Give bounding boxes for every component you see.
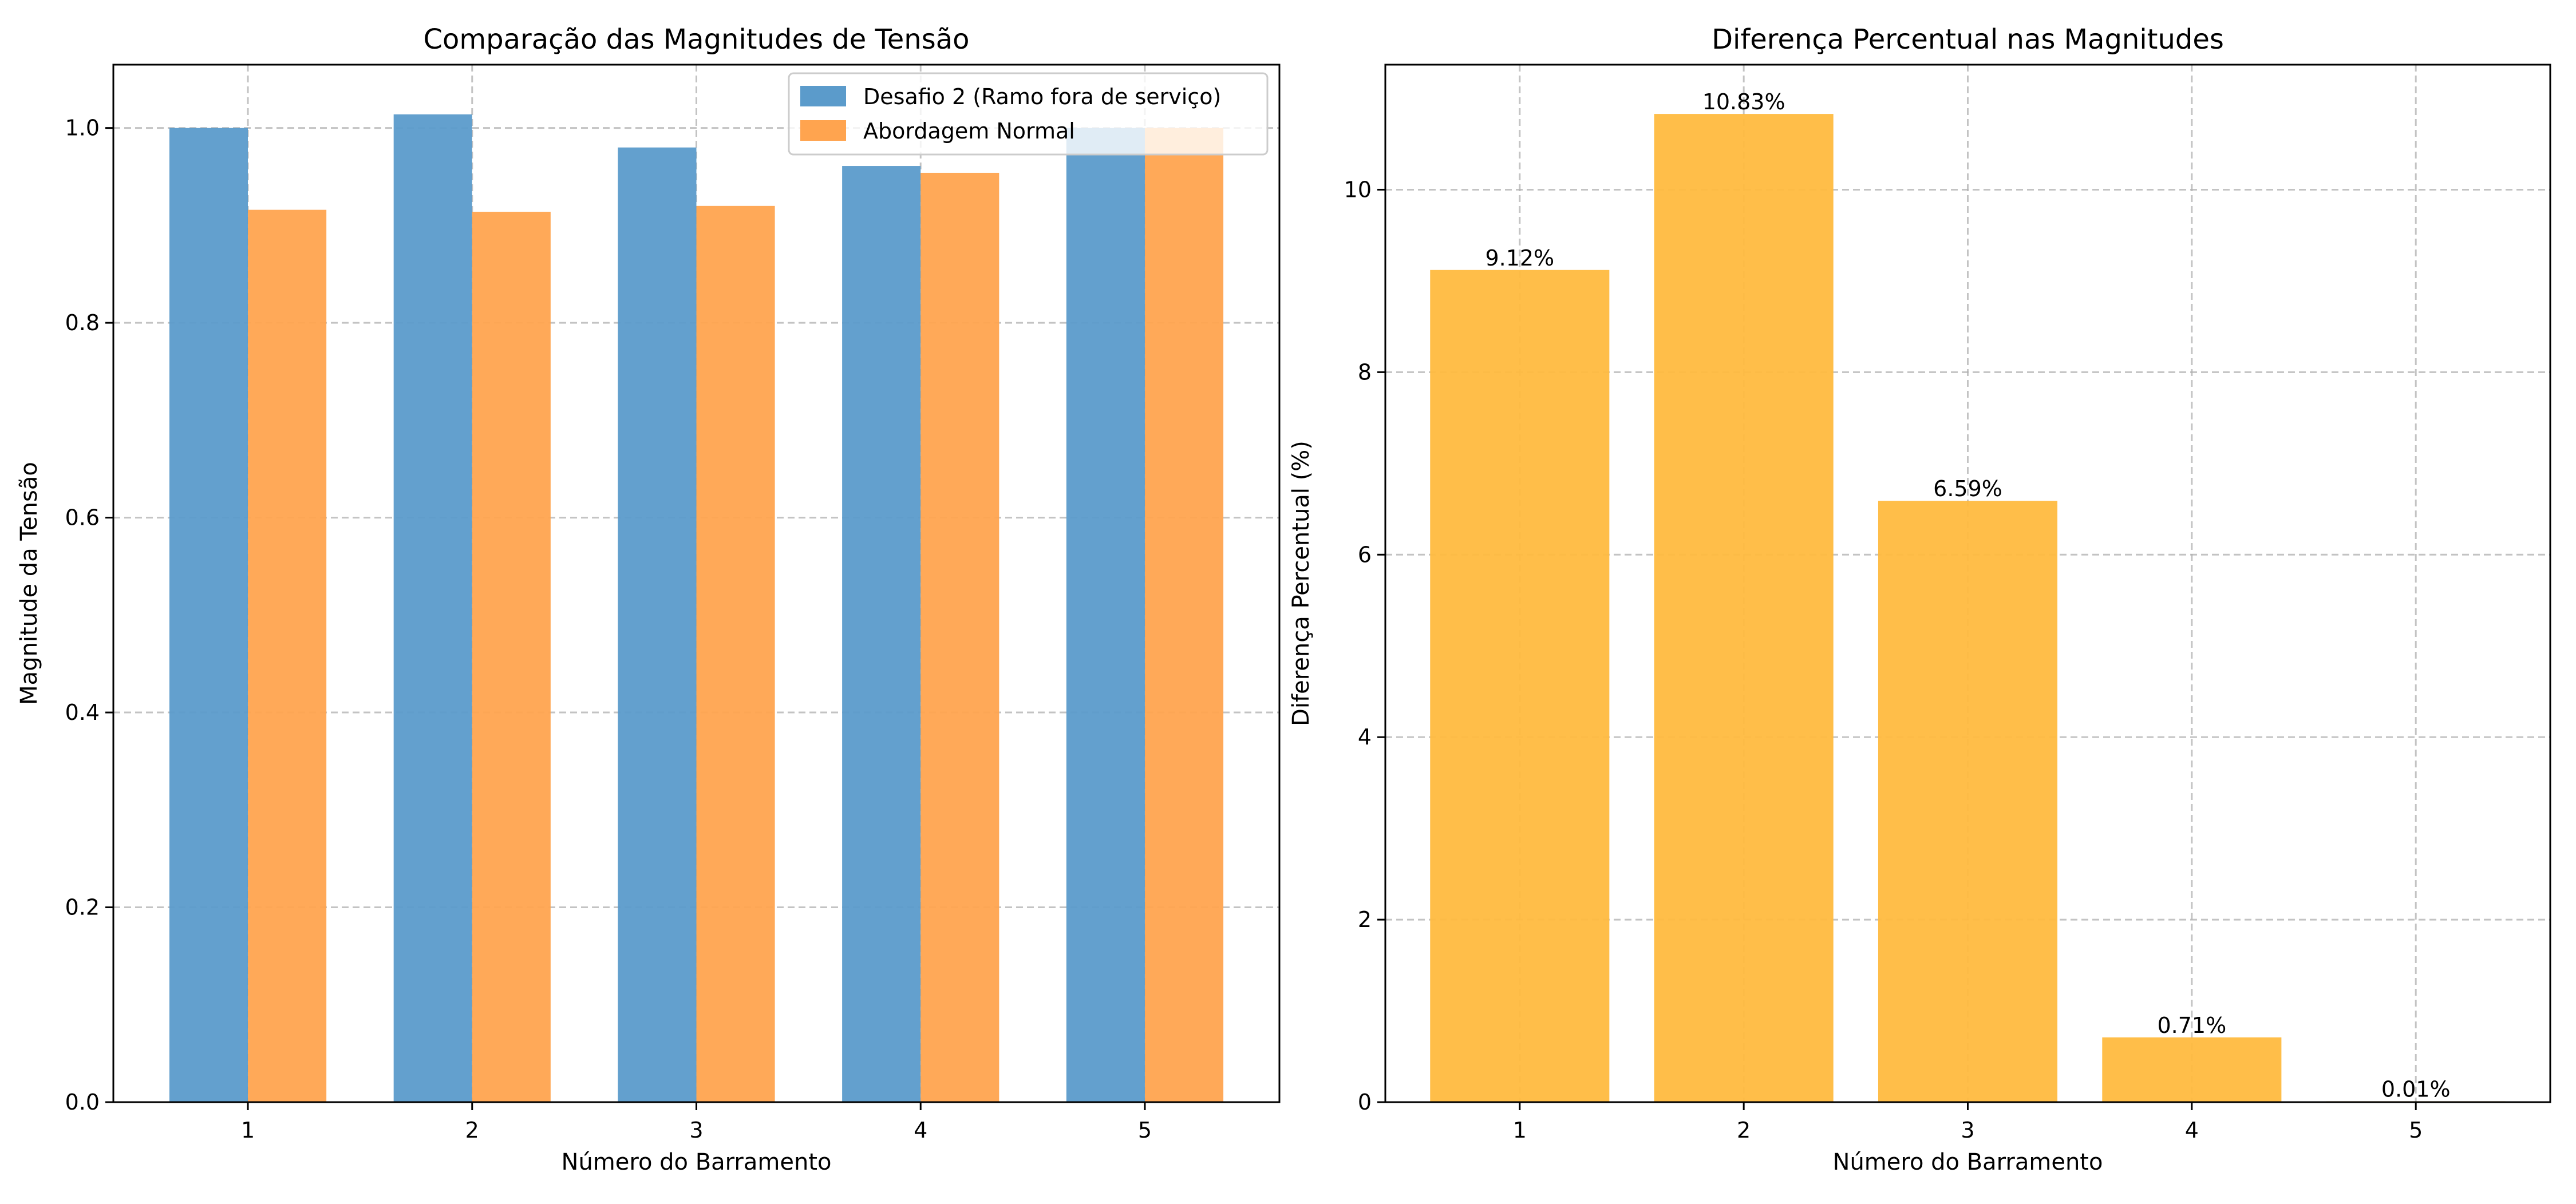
x-axis-ticks: 1 2 3 4 5: [1513, 1102, 2423, 1143]
y-axis-ticks: 0.0 0.2 0.4 0.6 0.8 1.0: [65, 116, 113, 1115]
y-axis-label: Diferença Percentual (%): [1288, 441, 1314, 726]
data-label: 0.01%: [2381, 1076, 2451, 1102]
y-tick-label: 0.0: [65, 1090, 100, 1115]
y-axis-label: Magnitude da Tensão: [16, 462, 42, 705]
x-tick-label: 1: [241, 1118, 255, 1143]
bar: [842, 166, 921, 1102]
y-tick-label: 8: [1358, 359, 1372, 385]
legend-box: [788, 72, 1269, 156]
bar: [1066, 128, 1145, 1102]
data-label: 0.71%: [2157, 1013, 2226, 1038]
y-tick-label: 0.6: [65, 505, 100, 530]
y-axis-ticks: 0 2 4 6 8 10: [1344, 177, 1385, 1115]
bar: [2102, 1037, 2282, 1102]
y-tick-label: 1.0: [65, 116, 100, 141]
y-tick-label: 0: [1358, 1090, 1372, 1115]
x-axis-ticks: 1 2 3 4 5: [241, 1102, 1152, 1143]
bar: [248, 209, 327, 1102]
x-tick-label: 1: [1513, 1118, 1527, 1143]
bar: [472, 212, 551, 1103]
x-tick-label: 2: [1737, 1118, 1751, 1143]
y-tick-label: 2: [1358, 907, 1372, 932]
legend-swatch: [800, 86, 846, 106]
y-tick-label: 10: [1344, 177, 1372, 202]
voltage-magnitude-comparison-chart: Comparação das Magnitudes de Tensão Núme…: [16, 23, 1281, 1175]
data-label: 10.83%: [1702, 89, 1785, 114]
y-tick-label: 0.4: [65, 700, 100, 725]
y-tick-label: 4: [1358, 724, 1372, 750]
x-axis-label: Número do Barramento: [1833, 1149, 2103, 1175]
bar: [618, 147, 697, 1103]
legend-label: Desafio 2 (Ramo fora de serviço): [863, 84, 1221, 109]
legend-swatch: [800, 120, 846, 141]
x-tick-label: 4: [914, 1118, 927, 1143]
x-tick-label: 4: [2185, 1118, 2199, 1143]
y-tick-label: 0.2: [65, 895, 100, 920]
percent-difference-chart: Diferença Percentual nas Magnitudes Núme…: [1288, 23, 2551, 1175]
legend: Desafio 2 (Ramo fora de serviço) Abordage…: [788, 72, 1269, 156]
x-tick-label: 3: [689, 1118, 703, 1143]
legend-label: Abordagem Normal: [863, 118, 1075, 144]
x-tick-label: 5: [2409, 1118, 2423, 1143]
chart-title: Comparação das Magnitudes de Tensão: [424, 23, 970, 56]
bar: [1878, 501, 2058, 1102]
bar: [169, 128, 248, 1102]
bars: [169, 114, 1224, 1103]
x-axis-label: Número do Barramento: [562, 1149, 832, 1175]
data-label: 6.59%: [1933, 476, 2002, 501]
bar: [1144, 128, 1224, 1102]
chart-title: Diferença Percentual nas Magnitudes: [1712, 23, 2224, 56]
bars: 9.12% 10.83% 6.59% 0.71% 0.01%: [1430, 89, 2506, 1103]
bar: [393, 114, 472, 1103]
bar: [1430, 270, 1610, 1103]
x-tick-label: 5: [1138, 1118, 1152, 1143]
y-tick-label: 0.8: [65, 310, 100, 335]
data-label: 9.12%: [1485, 245, 1554, 271]
x-tick-label: 3: [1961, 1118, 1974, 1143]
bar: [920, 172, 999, 1102]
x-tick-label: 2: [465, 1118, 479, 1143]
bar: [1654, 114, 1834, 1102]
bar: [696, 205, 775, 1103]
y-tick-label: 6: [1358, 542, 1372, 567]
